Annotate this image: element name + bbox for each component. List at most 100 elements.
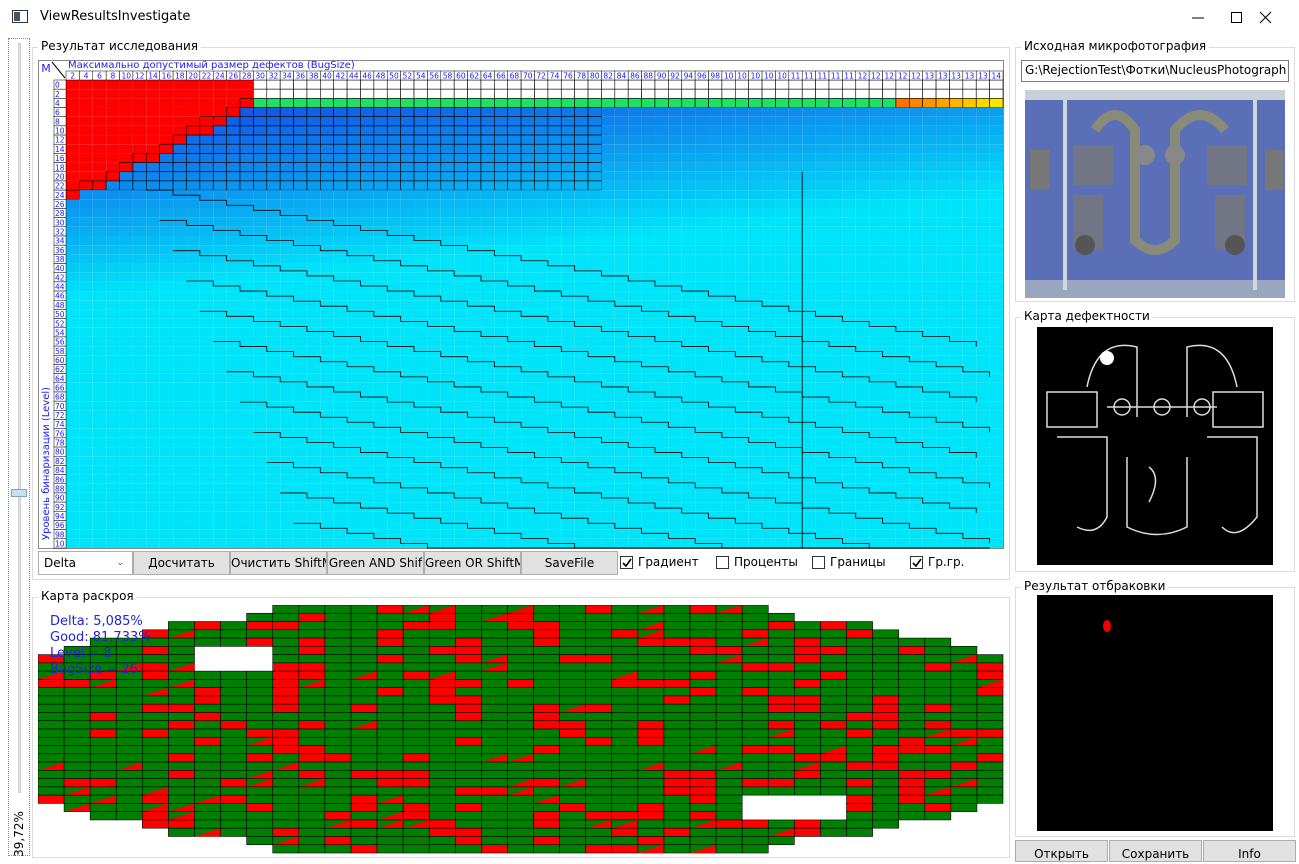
heatmap-cell — [253, 401, 266, 410]
heatmap-cell — [655, 153, 668, 162]
checkbox[interactable]: Проценты — [716, 553, 798, 571]
die — [560, 836, 586, 844]
heatmap-cell — [695, 108, 708, 117]
heatmap-cell — [601, 172, 614, 181]
heatmap-cell — [120, 163, 133, 172]
heatmap-cell — [722, 153, 735, 162]
heatmap-cell — [66, 438, 79, 447]
heatmap-cell — [936, 153, 949, 162]
heatmap-cell — [695, 364, 708, 373]
heatmap-cell — [521, 218, 534, 227]
die — [325, 655, 351, 663]
heatmap-cell — [588, 465, 601, 474]
button[interactable]: Досчитать — [133, 551, 230, 575]
heatmap-cell — [735, 374, 748, 383]
button[interactable]: Очистить ShiftM — [230, 551, 327, 575]
heatmap-cell — [615, 337, 628, 346]
heatmap-cell — [347, 126, 360, 135]
heatmap-cell — [923, 530, 936, 539]
heatmap-cell — [133, 135, 146, 144]
heatmap-cell — [93, 144, 106, 153]
die — [403, 630, 429, 638]
heatmap-cell — [146, 291, 159, 300]
heatmap-cell — [695, 89, 708, 98]
heatmap-cell — [816, 291, 829, 300]
checkbox[interactable]: Границы — [812, 553, 886, 571]
heatmap-cell — [548, 181, 561, 190]
button[interactable]: SaveFile — [521, 551, 618, 575]
heatmap-cell — [949, 190, 962, 199]
row-header: 32 — [55, 228, 65, 237]
heatmap-cell — [963, 236, 976, 245]
button[interactable]: Green OR ShiftM — [424, 551, 521, 575]
button[interactable]: Info — [1203, 840, 1296, 862]
heatmap-cell — [454, 383, 467, 392]
heatmap-cell — [253, 254, 266, 263]
heatmap-cell — [802, 502, 815, 511]
die — [925, 746, 951, 754]
heatmap-cell — [173, 493, 186, 502]
heatmap-cell — [749, 300, 762, 309]
checkbox[interactable]: Градиент — [620, 553, 699, 571]
heatmap-cell — [120, 355, 133, 364]
heatmap-cell — [936, 98, 949, 107]
heatmap-cell — [709, 410, 722, 419]
heatmap-cell — [909, 108, 922, 117]
heatmap-cell — [896, 245, 909, 254]
window-controls[interactable] — [1170, 0, 1299, 34]
die — [925, 655, 951, 663]
heatmap-cell — [66, 319, 79, 328]
heatmap-cell — [976, 218, 989, 227]
zoom-slider[interactable]: 39,72% — [8, 38, 30, 856]
heatmap-cell — [521, 475, 534, 484]
mode-combobox[interactable]: Delta ⌄ — [38, 551, 133, 575]
button[interactable]: Green AND Shif — [327, 551, 424, 575]
heatmap-cell — [802, 135, 815, 144]
die — [325, 646, 351, 654]
heatmap-cell — [454, 392, 467, 401]
heatmap-cell — [575, 254, 588, 263]
heatmap-cell — [227, 153, 240, 162]
heatmap-cell — [575, 429, 588, 438]
die — [742, 646, 768, 654]
checkbox[interactable]: Гр.гр. — [910, 553, 965, 571]
heatmap-cell — [468, 420, 481, 429]
heatmap-cell — [294, 282, 307, 291]
heatmap-cell — [374, 530, 387, 539]
heatmap-cell — [923, 429, 936, 438]
die — [586, 812, 612, 820]
heatmap-cell — [267, 511, 280, 520]
heatmap-cell — [601, 89, 614, 98]
heatmap-cell — [762, 172, 775, 181]
heatmap-cell — [414, 108, 427, 117]
heatmap-cell — [347, 355, 360, 364]
button[interactable]: Сохранить — [1109, 840, 1202, 862]
die — [586, 845, 612, 853]
heatmap-cell — [976, 392, 989, 401]
heatmap-cell — [280, 429, 293, 438]
die — [794, 770, 820, 778]
heatmap-cell — [856, 309, 869, 318]
heatmap-cell — [642, 80, 655, 89]
heatmap-cell — [93, 181, 106, 190]
die — [481, 688, 507, 696]
path-textbox[interactable]: G:\RejectionTest\Фотки\NucleusPhotograph — [1021, 60, 1289, 82]
heatmap-cell — [735, 291, 748, 300]
heatmap-cell — [401, 264, 414, 273]
heatmap-cell — [494, 383, 507, 392]
heatmap-cell — [842, 108, 855, 117]
die — [273, 754, 299, 762]
heatmap-cell — [949, 511, 962, 520]
heatmap-cell — [923, 309, 936, 318]
heatmap-cell — [923, 337, 936, 346]
die — [168, 737, 194, 745]
heatmap-cell — [253, 199, 266, 208]
heatmap-cell — [548, 475, 561, 484]
heatmap-cell — [949, 420, 962, 429]
heatmap-cell — [374, 392, 387, 401]
heatmap-cell — [789, 273, 802, 282]
die — [664, 820, 690, 828]
button[interactable]: Открыть — [1015, 840, 1108, 862]
heatmap-cell — [146, 520, 159, 529]
heatmap-cell — [441, 337, 454, 346]
